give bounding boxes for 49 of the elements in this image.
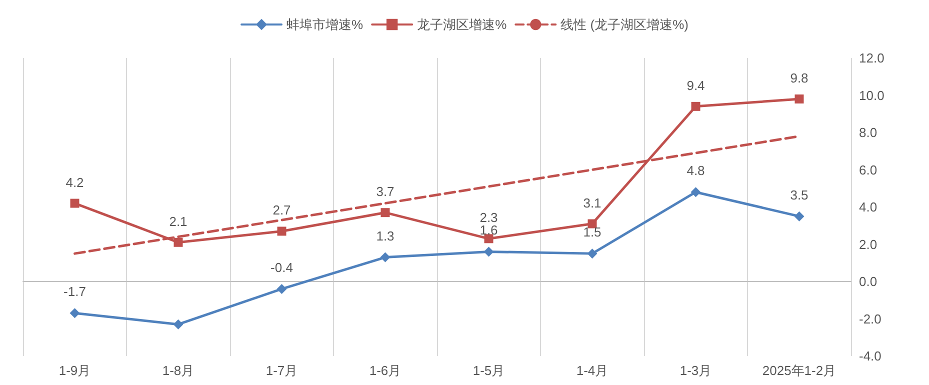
x-tick-label: 1-5月 xyxy=(472,363,505,378)
data-label: 3.1 xyxy=(583,195,602,210)
y-tick-label: -4.0 xyxy=(859,348,882,364)
data-label: -0.4 xyxy=(270,260,293,275)
data-label: -1.7 xyxy=(64,284,86,300)
data-label: 3.5 xyxy=(790,187,808,202)
y-tick-label: 2.0 xyxy=(859,236,878,252)
data-label: 1.5 xyxy=(583,224,602,240)
data-label: 2.7 xyxy=(272,202,291,218)
point xyxy=(794,94,804,104)
legend-label: 龙子湖区增速% xyxy=(417,17,508,32)
point xyxy=(380,252,390,262)
y-tick-label: 6.0 xyxy=(859,162,878,178)
legend-label: 线性 (龙子湖区增速%) xyxy=(560,17,688,32)
legend-label: 蚌埠市增速% xyxy=(286,17,364,32)
x-tick-label: 1-3月 xyxy=(680,363,712,378)
data-label: 1.3 xyxy=(376,228,394,244)
point xyxy=(484,246,494,257)
point xyxy=(277,226,286,236)
x-tick-label: 1-6月 xyxy=(369,363,402,378)
point xyxy=(174,238,183,247)
point xyxy=(173,319,184,330)
data-label: 1.6 xyxy=(480,222,498,238)
point xyxy=(380,208,390,218)
point xyxy=(794,211,804,222)
x-tick-label: 1-4月 xyxy=(576,363,608,378)
data-label: 9.4 xyxy=(686,78,705,93)
point xyxy=(587,248,598,259)
y-tick-label: 10.0 xyxy=(859,88,884,103)
data-label: 4.2 xyxy=(66,174,84,190)
y-tick-label: 0.0 xyxy=(859,274,878,289)
data-label: 3.7 xyxy=(376,184,394,200)
data-label: 2.1 xyxy=(169,214,188,229)
data-label: 2.3 xyxy=(480,210,498,226)
x-tick-label: 1-9月 xyxy=(58,363,91,378)
point xyxy=(70,198,80,208)
y-tick-label: -2.0 xyxy=(859,311,882,326)
point xyxy=(276,284,287,294)
point xyxy=(70,308,80,318)
y-tick-label: 4.0 xyxy=(859,200,878,214)
x-tick-label: 1-8月 xyxy=(162,363,194,378)
y-tick-label: 12.0 xyxy=(859,50,884,66)
point xyxy=(690,187,701,198)
y-tick-label: 8.0 xyxy=(859,125,878,140)
point xyxy=(691,102,700,111)
x-tick-label: 1-7月 xyxy=(266,363,298,378)
data-label: 9.8 xyxy=(790,70,808,86)
data-label: 4.8 xyxy=(686,163,705,178)
x-tick-label: 2025年1-2月 xyxy=(762,363,836,378)
